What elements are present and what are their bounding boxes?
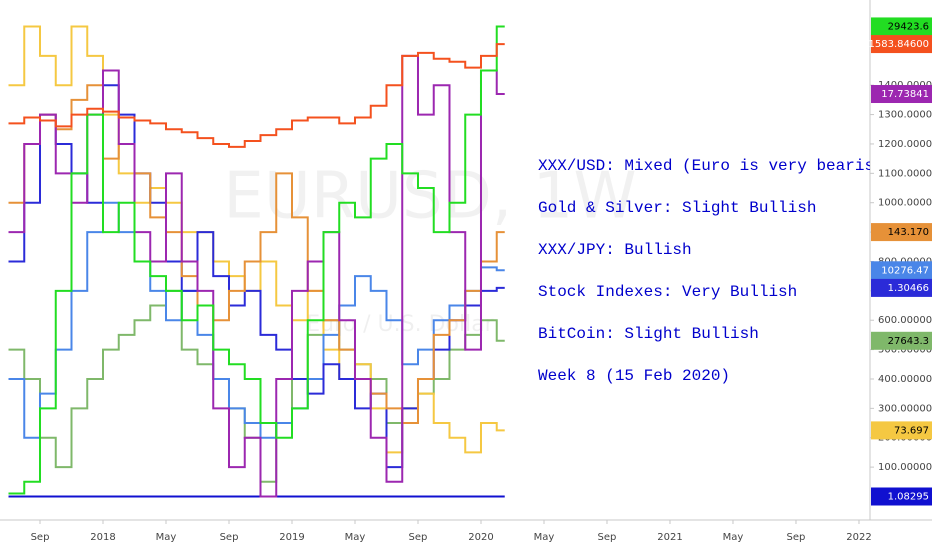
- price-label: 1.30466: [888, 283, 929, 294]
- plot-area: [8, 25, 505, 498]
- price-label: 27643.3: [888, 336, 929, 347]
- x-tick-label: Sep: [31, 532, 50, 543]
- x-tick-label: Sep: [220, 532, 239, 543]
- x-tick-label: 2022: [846, 532, 871, 543]
- price-label-box: [871, 17, 932, 36]
- series-line: [8, 25, 505, 495]
- annotations: XXX/USD: Mixed (Euro is very bearis Gold …: [538, 157, 874, 385]
- x-tick-label: Sep: [409, 532, 428, 543]
- y-tick-label: 400.00000: [878, 374, 932, 385]
- x-tick-label: Sep: [787, 532, 806, 543]
- series-line: [8, 201, 505, 439]
- price-label: 29423.6: [888, 21, 929, 32]
- price-label-box: [871, 261, 932, 280]
- annotation: Stock Indexes: Very Bullish: [538, 283, 797, 301]
- y-tick-label: 1100.00000: [878, 168, 932, 179]
- x-tick-label: 2021: [657, 532, 682, 543]
- x-tick-label: May: [723, 532, 744, 543]
- price-label: 10276.47: [881, 265, 929, 276]
- series-line: [8, 84, 505, 425]
- price-label-box: [871, 35, 932, 54]
- annotation: BitCoin: Slight Bullish: [538, 325, 759, 343]
- price-label-box: [871, 278, 932, 297]
- y-tick-label: 600.00000: [878, 315, 932, 326]
- y-tick-label: 300.00000: [878, 403, 932, 414]
- annotation: XXX/USD: Mixed (Euro is very bearis: [538, 157, 874, 175]
- watermark-sub: Euro / U.S. Dollar: [306, 312, 494, 337]
- x-tick-label: May: [156, 532, 177, 543]
- price-label: 73.697: [894, 425, 929, 436]
- y-tick-label: 500.00000: [878, 345, 932, 356]
- y-tick-label: 100.00000: [878, 462, 932, 473]
- price-label: 143.170: [888, 227, 929, 238]
- x-tick-label: 2020: [468, 532, 493, 543]
- price-label: 1.08295: [888, 491, 929, 502]
- price-label-box: [871, 331, 932, 350]
- price-label-box: [871, 421, 932, 440]
- y-tick-label: 1000.00000: [878, 198, 932, 209]
- series-line: [8, 43, 505, 148]
- x-tick-label: Sep: [598, 532, 617, 543]
- x-tick-label: May: [534, 532, 555, 543]
- price-label: 17.73841: [881, 89, 929, 100]
- x-tick-label: 2018: [90, 532, 115, 543]
- price-label: 1583.84600: [869, 39, 929, 50]
- x-tick-label: 2019: [279, 532, 304, 543]
- x-tick-label: May: [345, 532, 366, 543]
- annotation: Week 8 (15 Feb 2020): [538, 367, 730, 385]
- y-tick-label: 1300.00000: [878, 110, 932, 121]
- annotation: Gold & Silver: Slight Bullish: [538, 199, 816, 217]
- price-label-box: [871, 223, 932, 242]
- annotation: XXX/JPY: Bullish: [538, 241, 692, 259]
- price-label-box: [871, 85, 932, 104]
- y-tick-label: 1200.00000: [878, 139, 932, 150]
- price-label-box: [871, 487, 932, 506]
